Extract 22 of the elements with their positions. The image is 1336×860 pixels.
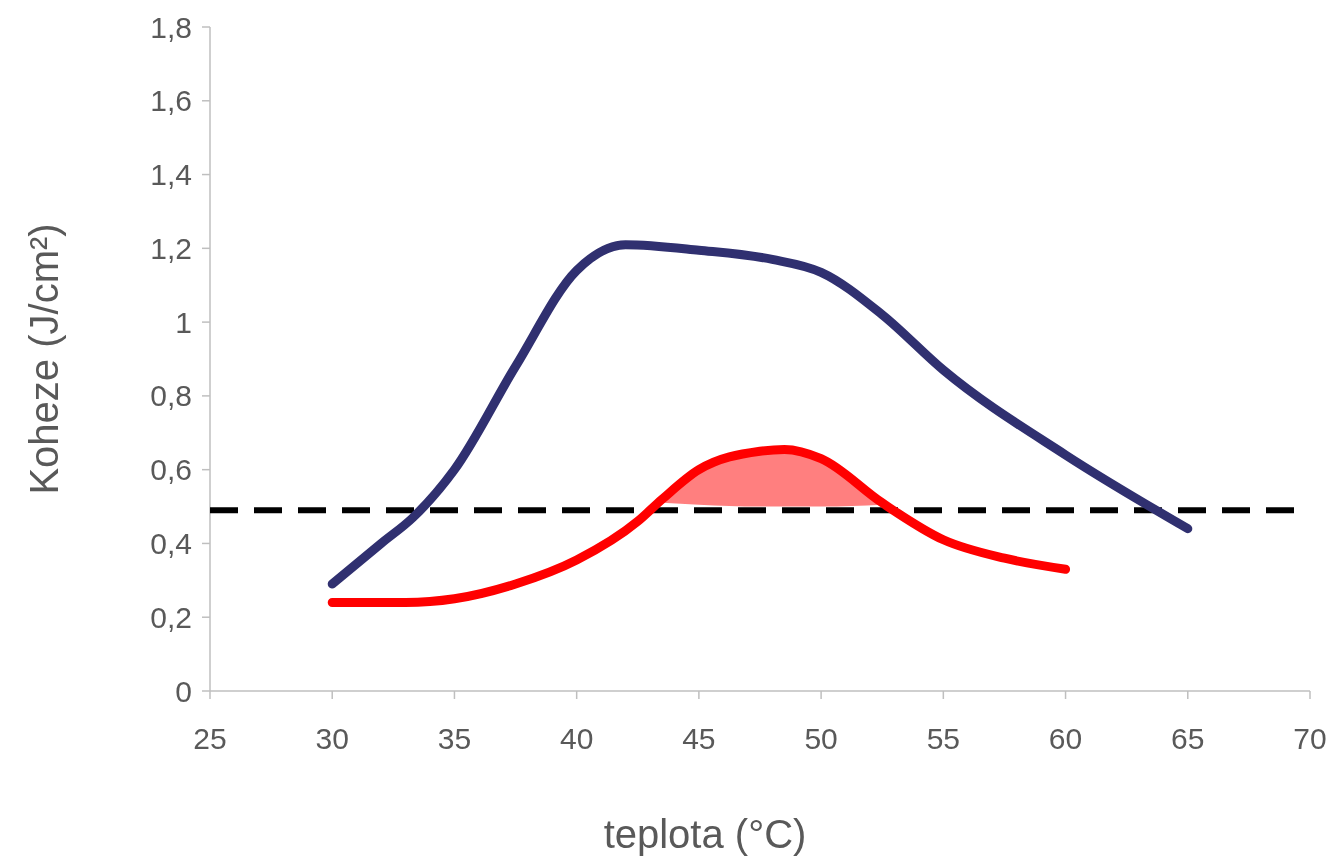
y-axis-title: Koheze (J/cm²) [22,223,66,495]
y-tick-label: 1,8 [150,10,192,44]
y-tick-label: 0,6 [150,453,192,487]
y-tick-label: 0,4 [150,526,192,560]
x-tick-label: 30 [315,722,349,755]
x-tick-label: 50 [804,722,838,755]
y-tick-label: 0,2 [150,600,192,634]
y-tick-label: 1,2 [150,231,192,265]
y-tick-label: 1,6 [150,84,192,118]
x-tick-label: 40 [559,722,594,755]
x-tick-label: 25 [193,722,227,755]
y-tick-label: 0 [175,674,192,708]
y-tick-label: 1 [175,305,192,339]
x-tick-label: 45 [682,722,716,755]
y-tick-label: 0,8 [150,379,192,413]
x-tick-label: 70 [1293,722,1327,755]
x-tick-label: 60 [1048,722,1083,755]
x-axis-title: teplota (°C) [603,812,807,856]
x-tick-label: 65 [1171,722,1205,755]
x-tick-label: 55 [926,722,961,755]
x-tick-label: 35 [437,722,472,755]
y-tick-label: 1,4 [150,158,192,192]
